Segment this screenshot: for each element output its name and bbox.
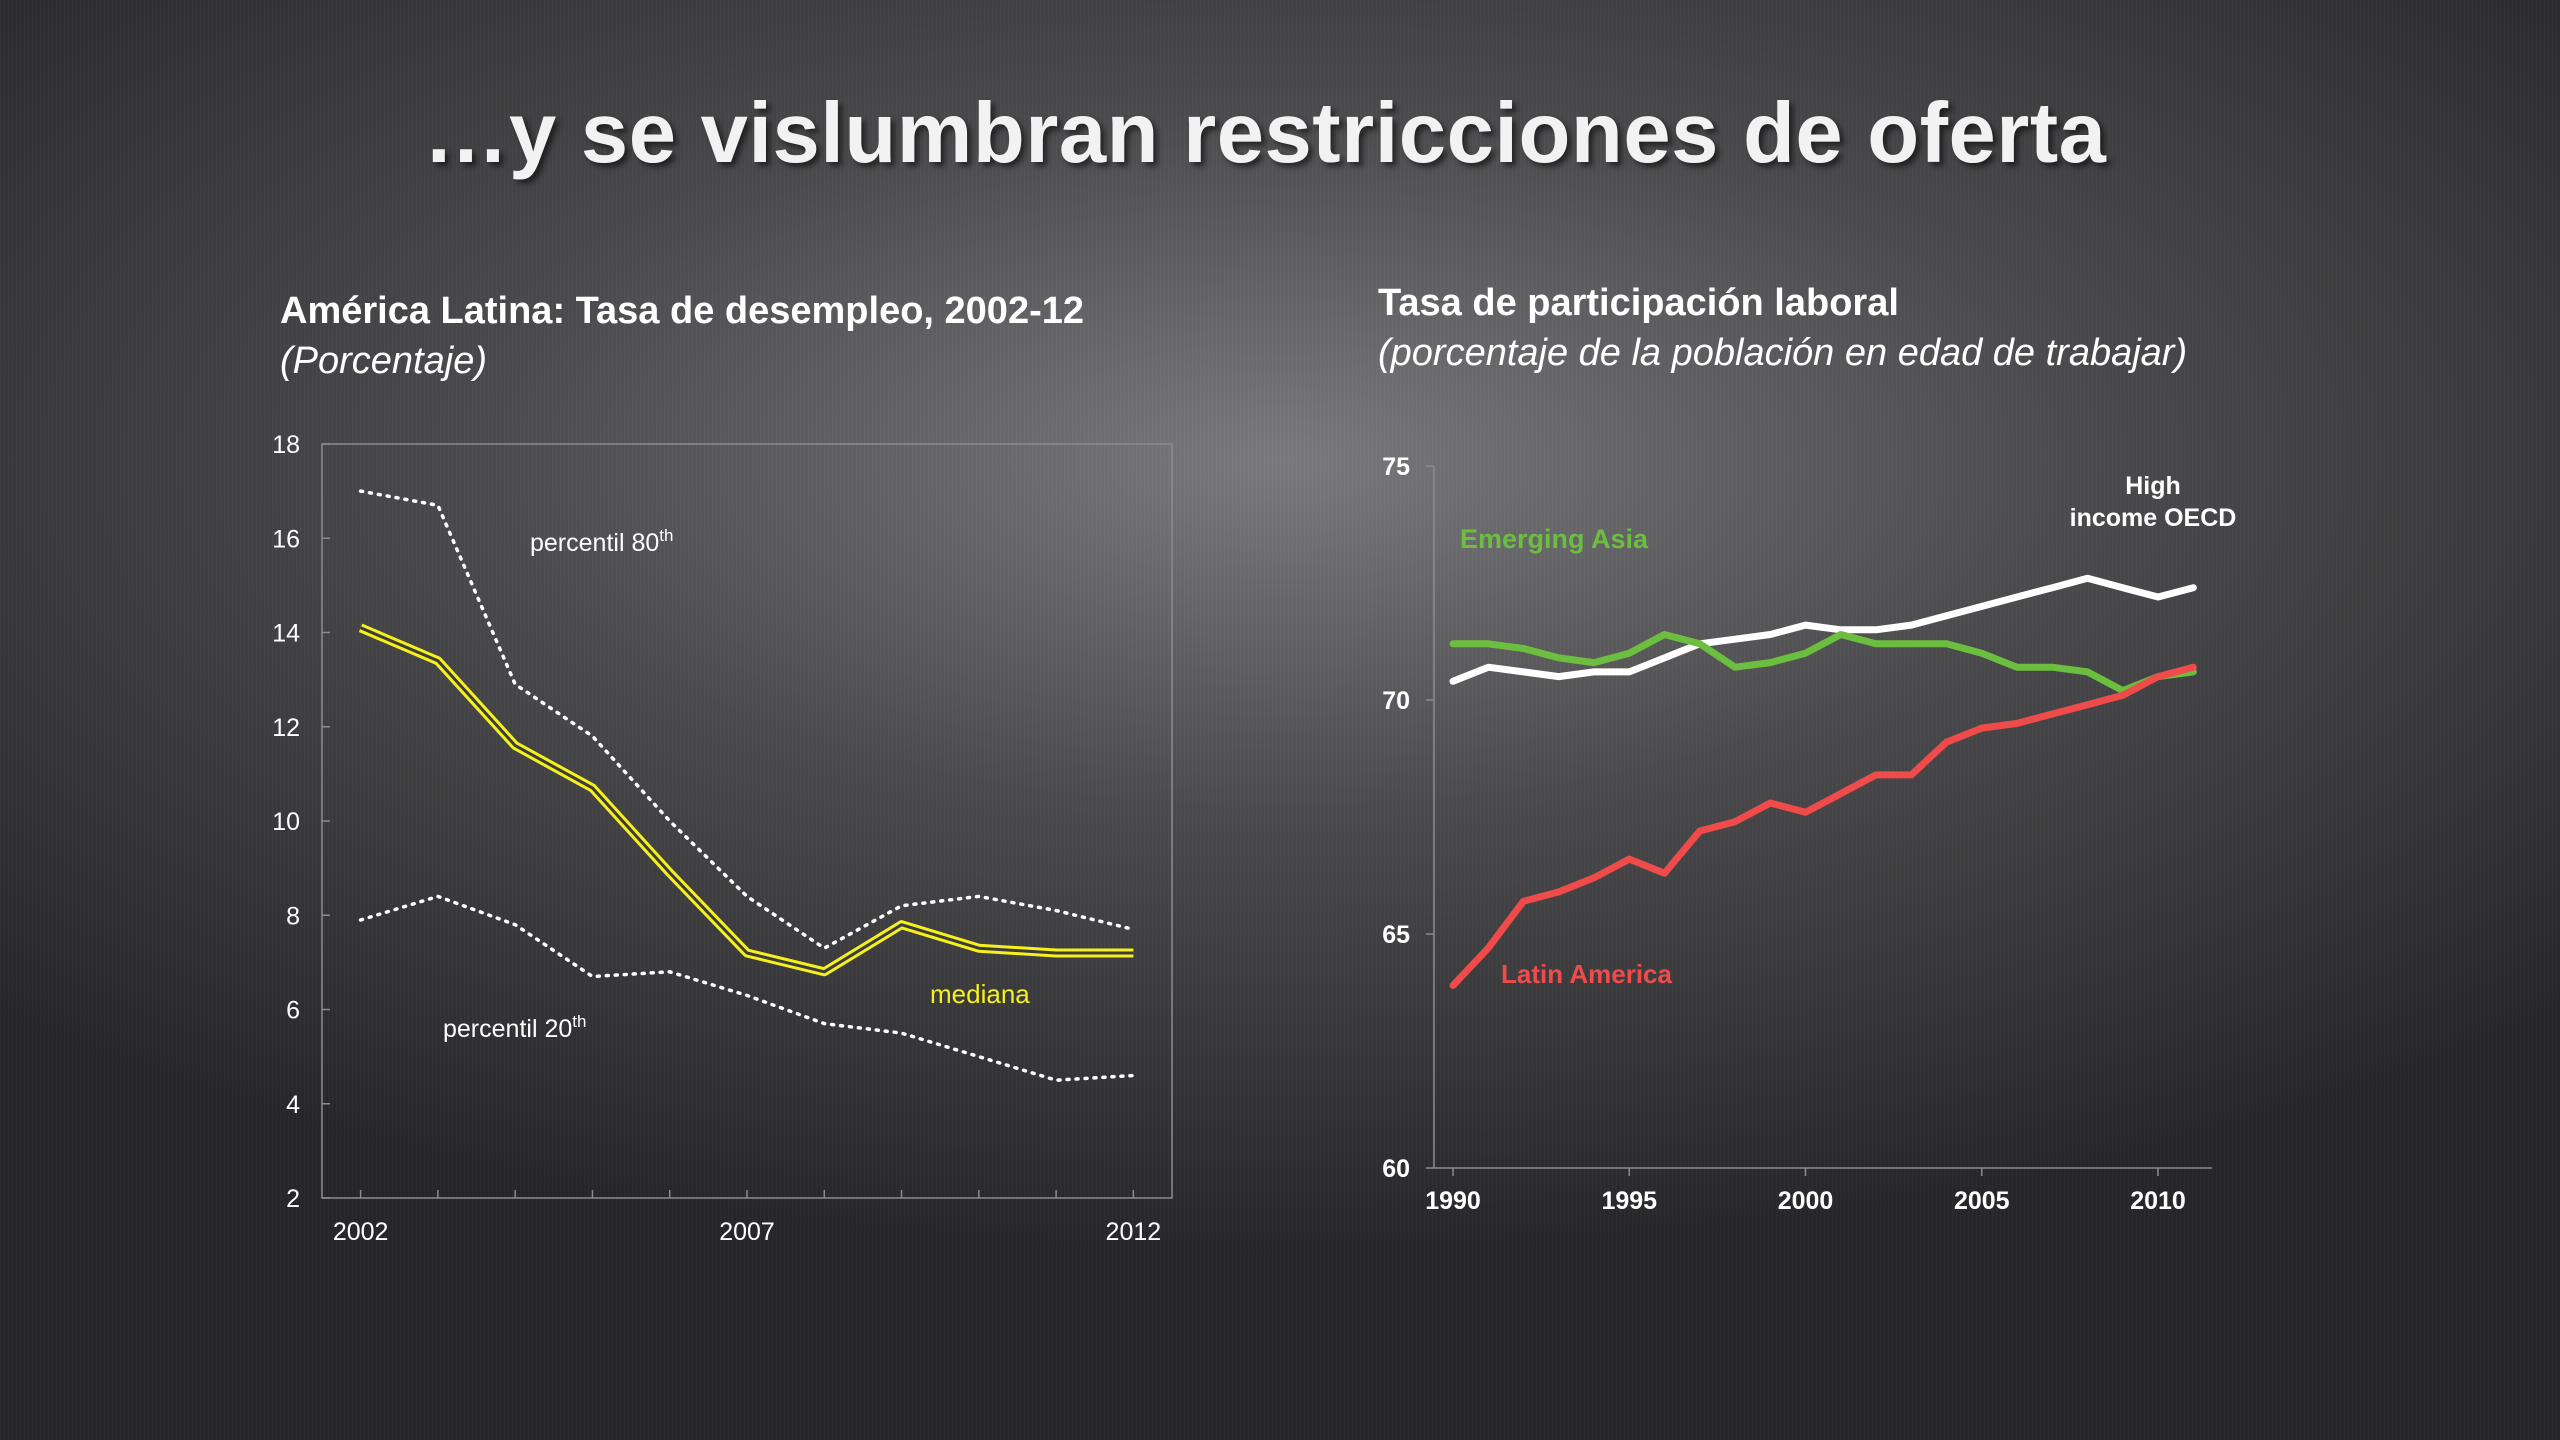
left-x-tick-label: 2012 [1106, 1218, 1162, 1246]
left-x-tick-label: 2002 [333, 1218, 389, 1246]
right-y-tick-label: 60 [1382, 1155, 1410, 1183]
left-y-tick-label: 2 [286, 1185, 300, 1213]
series-label-latin-america: Latin America [1501, 959, 1673, 989]
series-label-percentil-20: percentil 20th [443, 1012, 586, 1043]
series-line-emerging-asia [1449, 631, 2197, 695]
right-chart: 60 65 70 75 1990 1995 2000 2005 2010 Emerging Asi… [1382, 453, 2236, 1215]
right-x-tick-label: 1995 [1601, 1187, 1657, 1215]
left-y-tick-label: 6 [286, 997, 300, 1025]
left-y-tick-label: 18 [272, 431, 300, 459]
right-chart-heading: Tasa de participación laboral (porcentaj… [1378, 278, 2187, 378]
right-chart-subtitle: (porcentaje de la población en edad de t… [1378, 332, 2188, 374]
left-y-tick-label: 8 [286, 902, 300, 930]
series-line-mediana-outer [358, 623, 1134, 977]
left-y-tick-label: 14 [272, 620, 300, 648]
series-label-high-income-oecd-line2: income OECD [2070, 504, 2237, 532]
series-line-mediana-inner [360, 626, 1134, 974]
right-x-tick-label: 1990 [1425, 1187, 1481, 1215]
series-line-high-income-oecd [1449, 574, 2197, 685]
series-line-latin-america [1449, 663, 2197, 989]
series-label-mediana: mediana [930, 979, 1030, 1009]
series-line-percentil-20 [358, 894, 1136, 1082]
left-y-tick-label: 10 [272, 808, 300, 836]
right-x-tick-label: 2000 [1778, 1187, 1834, 1215]
slide-title: …y se vislumbran restricciones de oferta [423, 86, 2107, 181]
series-label-emerging-asia: Emerging Asia [1460, 524, 1649, 554]
right-x-tick-label: 2010 [2130, 1187, 2186, 1215]
right-y-tick-label: 75 [1382, 453, 1410, 481]
left-chart-heading: América Latina: Tasa de desempleo, 2002-… [280, 286, 1084, 386]
left-plot-frame [321, 443, 1173, 1199]
series-label-percentil-80: percentil 80th [530, 526, 673, 557]
left-y-tick-label: 12 [272, 714, 300, 742]
series-label-high-income-oecd-line1: High [2125, 472, 2181, 500]
left-y-tick-label: 4 [286, 1091, 300, 1119]
left-y-tick-label: 16 [272, 525, 300, 553]
left-chart-subtitle: (Porcentaje) [280, 340, 487, 382]
right-x-tick-label: 2005 [1954, 1187, 2010, 1215]
series-line-percentil-80 [358, 489, 1136, 951]
left-chart-title: América Latina: Tasa de desempleo, 2002-… [280, 290, 1084, 332]
left-x-tick-label: 2007 [719, 1218, 775, 1246]
right-y-tick-label: 65 [1382, 921, 1410, 949]
right-chart-title: Tasa de participación laboral [1378, 282, 1899, 324]
right-y-tick-label: 70 [1382, 687, 1410, 715]
left-chart: 2 4 6 8 10 12 14 16 18 2002 2007 2012 percentil 80th… [272, 431, 1173, 1246]
